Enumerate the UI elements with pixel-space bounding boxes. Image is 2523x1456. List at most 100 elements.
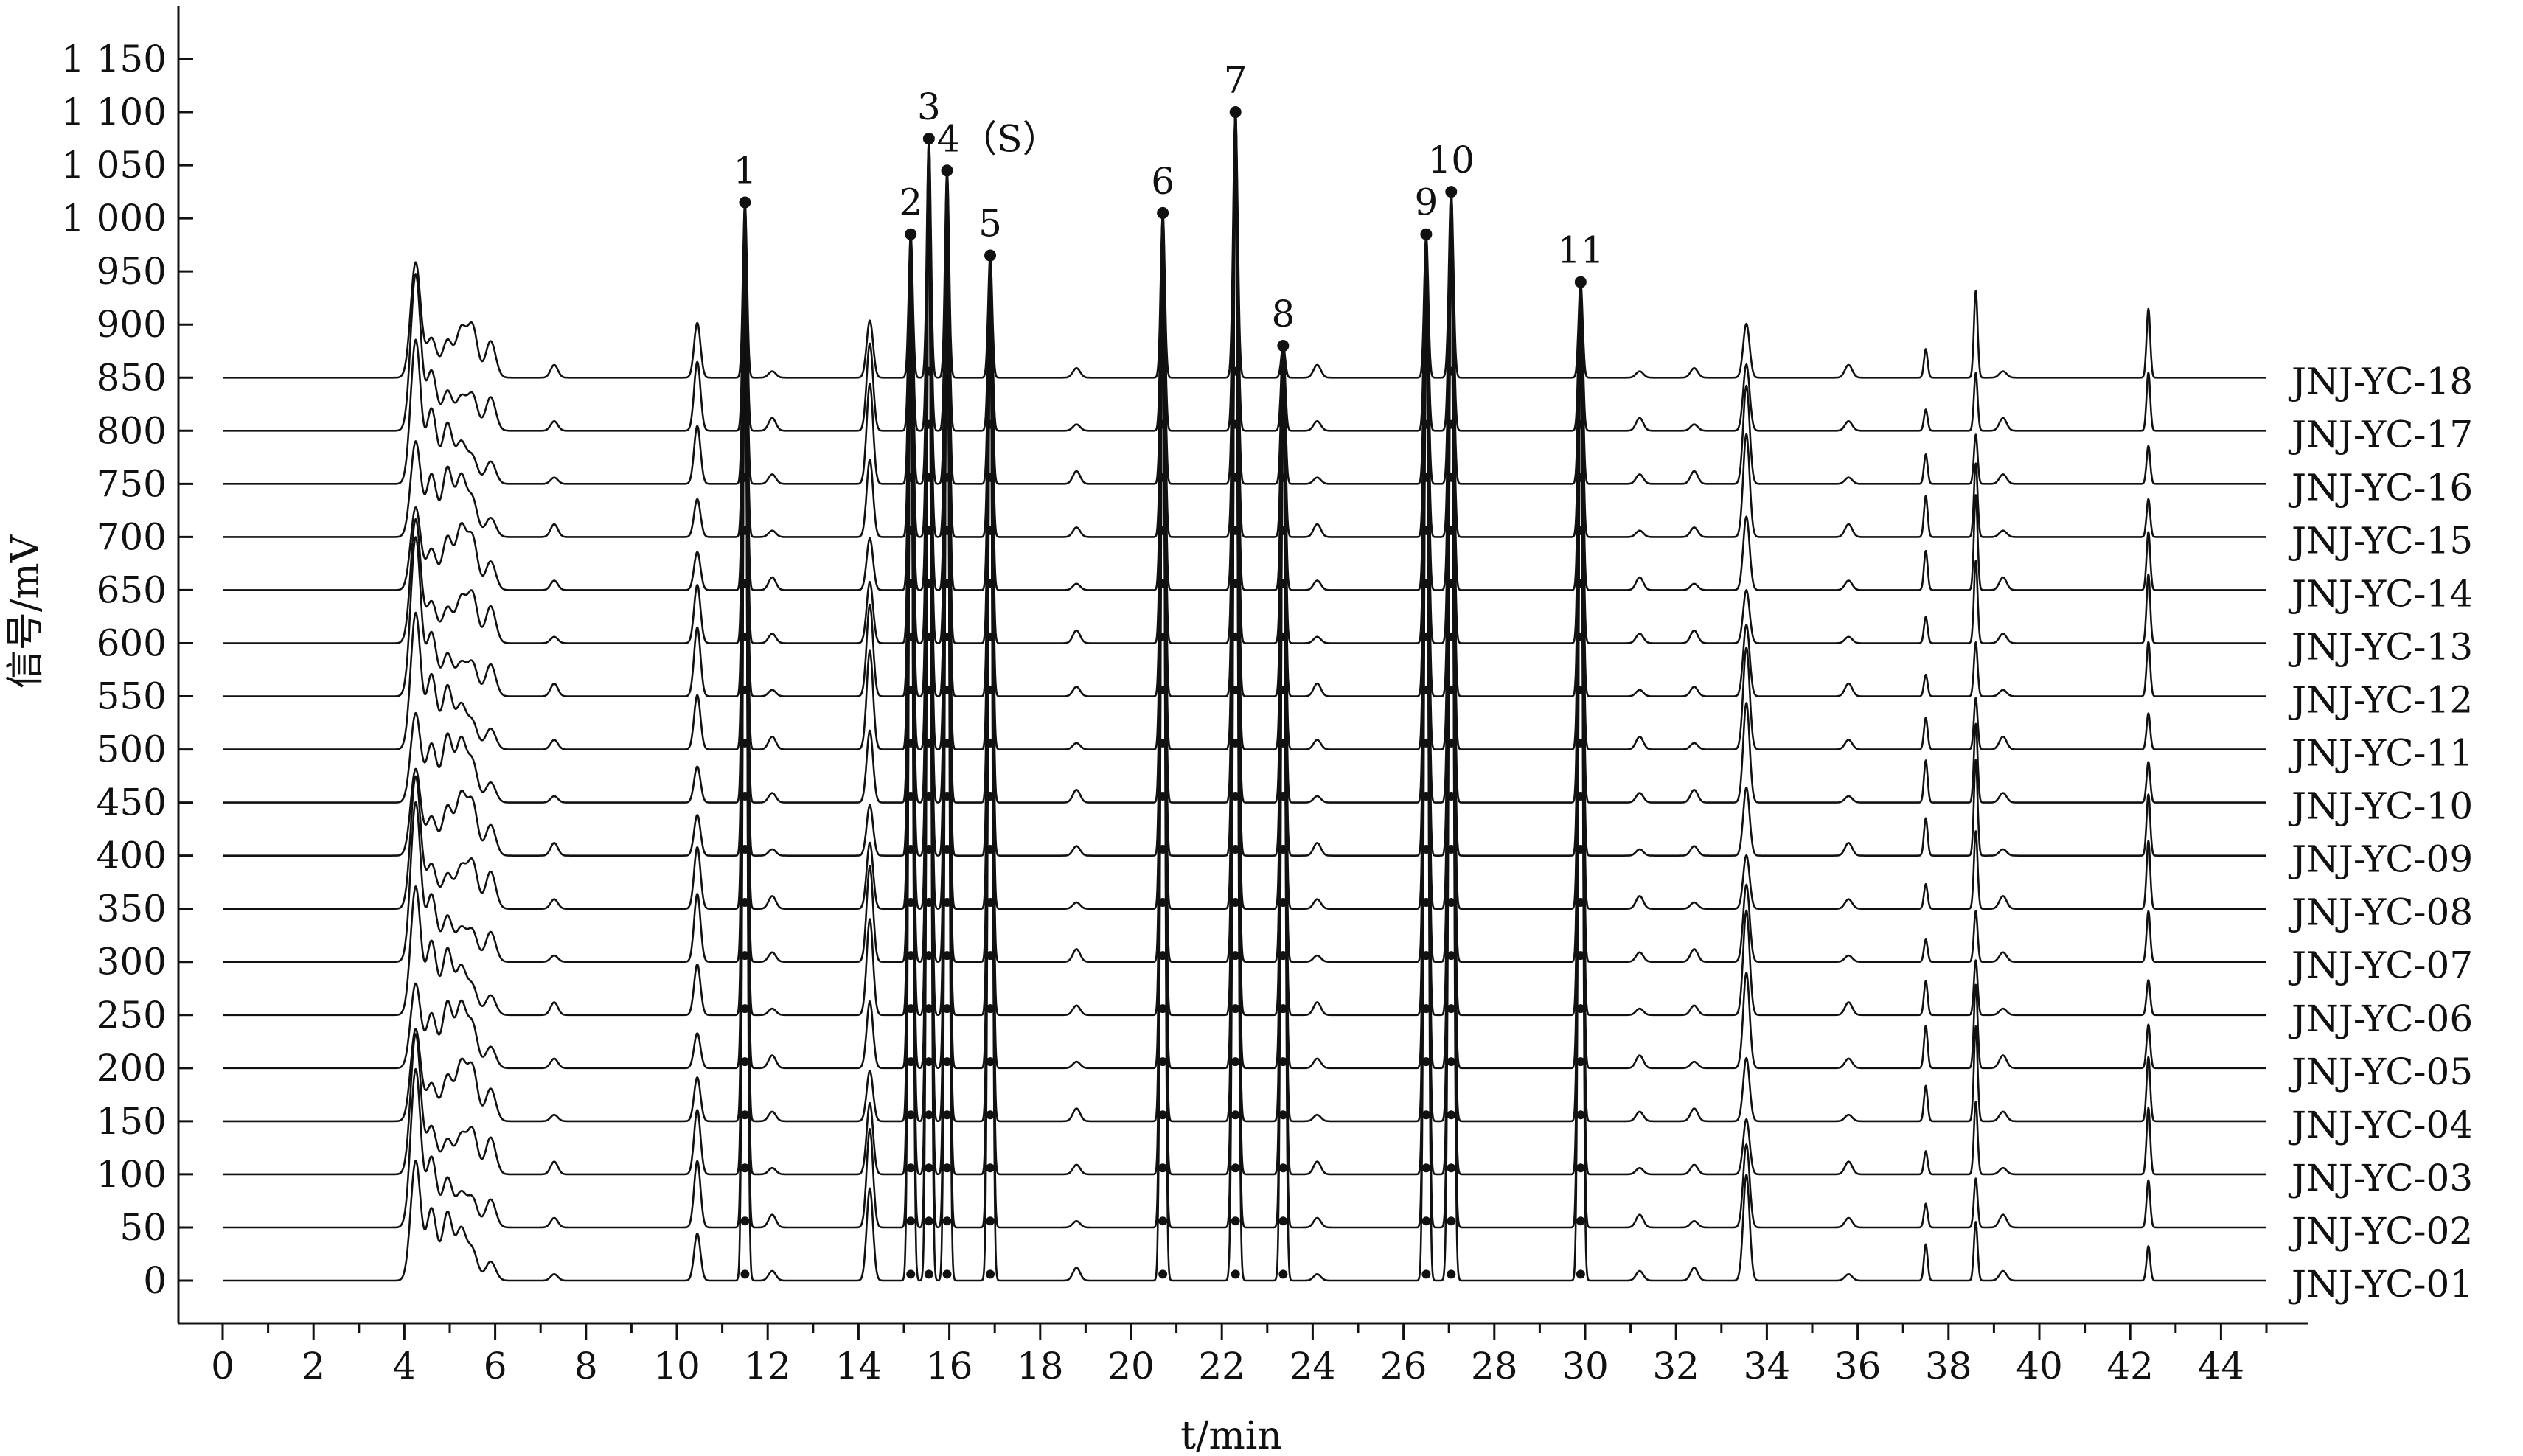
peak-marker (1231, 1269, 1240, 1279)
x-tick-label: 6 (484, 1345, 507, 1387)
peak-marker (986, 473, 995, 482)
x-tick-label: 4 (392, 1345, 416, 1387)
peak-marker (1421, 366, 1431, 376)
peak-label: 2 (899, 181, 922, 224)
peak-marker (924, 1004, 933, 1014)
peak-marker (1421, 898, 1431, 908)
peak-marker (1158, 738, 1168, 748)
peak-marker (1158, 845, 1168, 854)
peak-marker (740, 738, 750, 748)
peak-label: 8 (1271, 293, 1295, 335)
peak-label: 5 (978, 203, 1002, 245)
peak-label: 1 (733, 150, 756, 192)
peak-marker (1447, 738, 1456, 748)
peak-marker (1447, 366, 1456, 376)
peak-marker (1447, 419, 1456, 429)
peak-marker (1421, 845, 1431, 854)
peak-marker (1231, 473, 1240, 482)
series-label: JNJ-YC-05 (2288, 1051, 2473, 1093)
peak-apex-marker (905, 228, 917, 240)
y-tick-label: 1 000 (61, 197, 167, 240)
y-tick-label: 0 (143, 1259, 167, 1302)
peak-marker (1447, 1004, 1456, 1014)
peak-apex-marker (739, 196, 751, 209)
peak-marker (740, 579, 750, 588)
peak-marker (1278, 791, 1288, 801)
peak-marker (1278, 1004, 1288, 1014)
peak-marker (740, 632, 750, 641)
peak-marker (1421, 738, 1431, 748)
peak-marker (1576, 685, 1585, 694)
peak-marker (1278, 419, 1288, 429)
peak-marker (986, 1163, 995, 1173)
chromatogram-trace (222, 111, 2267, 538)
peak-marker (1278, 845, 1288, 854)
peak-marker (986, 791, 995, 801)
chromatogram-trace (222, 111, 2267, 1282)
peak-marker (1576, 951, 1585, 961)
chromatogram-trace (222, 111, 2267, 379)
peak-marker (906, 473, 916, 482)
peak-marker (1576, 1110, 1585, 1120)
y-tick-label: 50 (119, 1206, 167, 1249)
peak-apex-marker (1277, 340, 1290, 352)
series-label: JNJ-YC-01 (2288, 1263, 2473, 1306)
chromatogram-trace (222, 111, 2267, 804)
x-tick-label: 20 (1107, 1345, 1155, 1387)
peak-marker (1158, 685, 1168, 694)
peak-marker (740, 1004, 750, 1014)
peak-marker (924, 898, 933, 908)
x-tick-label: 14 (835, 1345, 883, 1387)
peak-marker (1447, 579, 1456, 588)
peak-marker (986, 738, 995, 748)
y-tick-label: 1 100 (61, 91, 167, 133)
peak-apex-marker (1229, 106, 1242, 119)
peak-marker (906, 685, 916, 694)
series-label: JNJ-YC-14 (2288, 572, 2473, 615)
x-tick-label: 2 (302, 1345, 325, 1387)
peak-marker (924, 366, 933, 376)
peak-marker (1158, 1004, 1168, 1014)
peak-markers (739, 106, 1587, 1279)
peak-marker (1421, 951, 1431, 961)
peak-marker (1447, 898, 1456, 908)
peak-marker (924, 1216, 933, 1226)
chromatogram-trace (222, 111, 2267, 697)
series-label: JNJ-YC-06 (2288, 997, 2473, 1040)
peak-marker (1447, 845, 1456, 854)
peak-marker (1278, 738, 1288, 748)
peak-marker (1278, 951, 1288, 961)
peak-marker (1278, 898, 1288, 908)
x-tick-label: 34 (1744, 1345, 1791, 1387)
y-tick-label: 950 (97, 250, 167, 293)
chromatogram-trace (222, 111, 2267, 432)
series-label: JNJ-YC-10 (2288, 785, 2473, 828)
peak-marker (1231, 1004, 1240, 1014)
y-tick-label: 700 (97, 515, 167, 558)
peak-marker (924, 951, 933, 961)
x-tick-label: 42 (2106, 1345, 2154, 1387)
chromatogram-trace (222, 111, 2267, 750)
series-label: JNJ-YC-09 (2288, 838, 2473, 881)
peak-marker (1278, 632, 1288, 641)
x-axis-title: t/min (1180, 1414, 1282, 1456)
peak-marker (1231, 632, 1240, 641)
peak-marker (906, 1163, 916, 1173)
peak-marker (740, 1163, 750, 1173)
y-tick-label: 200 (97, 1047, 167, 1090)
peak-marker (906, 1269, 916, 1279)
peak-marker (906, 632, 916, 641)
peak-marker (1447, 473, 1456, 482)
peak-marker (906, 366, 916, 376)
peak-marker (1421, 1057, 1431, 1067)
peak-marker (1447, 632, 1456, 641)
peak-marker (1231, 1163, 1240, 1173)
peak-marker (1231, 1216, 1240, 1226)
peak-marker (942, 1163, 952, 1173)
peak-marker (740, 1269, 750, 1279)
peak-marker (942, 1110, 952, 1120)
peak-marker (740, 366, 750, 376)
peak-apex-marker (1574, 276, 1587, 288)
peak-apex-marker (941, 164, 953, 177)
peak-marker (906, 898, 916, 908)
